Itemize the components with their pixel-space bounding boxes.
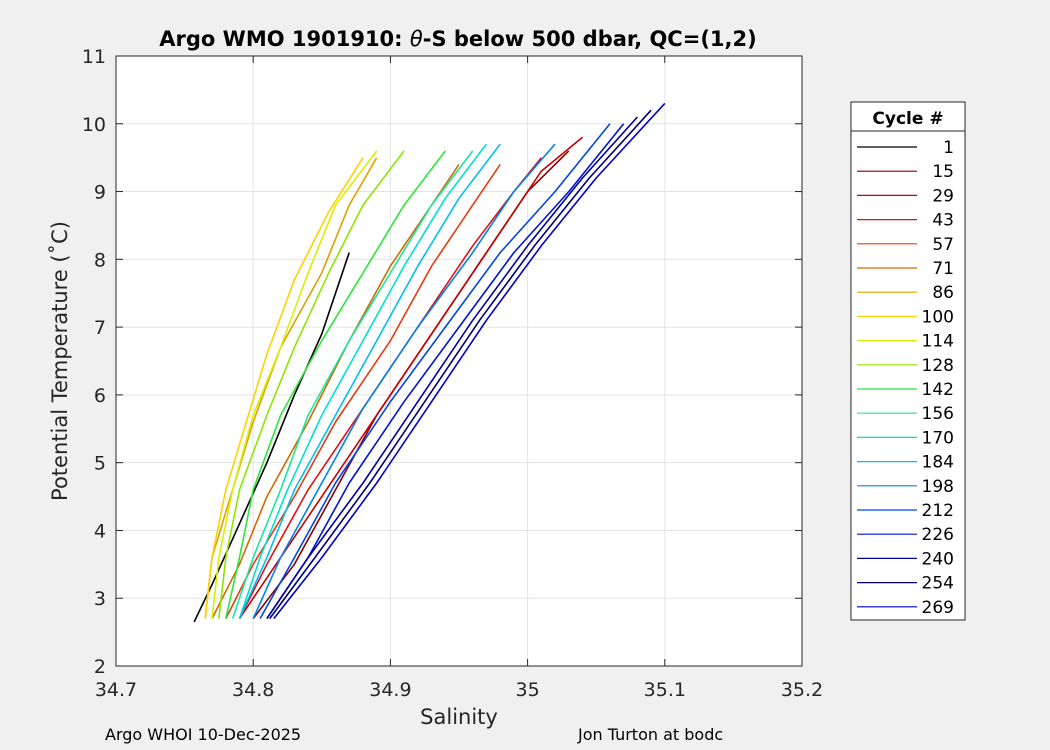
plot-frame (115, 55, 803, 667)
x-tick-label: 35.1 (644, 679, 686, 701)
y-tick-label: 8 (94, 249, 106, 271)
legend-label: 170 (922, 428, 954, 448)
y-tick-label: 11 (82, 46, 106, 68)
y-tick-label: 2 (94, 656, 106, 678)
legend-label: 86 (932, 283, 954, 303)
legend-title: Cycle # (872, 109, 943, 129)
series-line-9 (218, 150, 405, 619)
y-tick-label: 5 (94, 453, 106, 475)
y-tick-label: 6 (94, 385, 106, 407)
y-tick-label: 3 (94, 588, 106, 610)
series-line-12 (238, 143, 488, 619)
y-tick-label: 9 (94, 182, 106, 204)
legend-label: 156 (922, 404, 954, 424)
series-line-11 (231, 150, 474, 619)
legend-label: 128 (922, 356, 954, 376)
series-line-13 (238, 143, 501, 619)
legend-label: 142 (922, 380, 954, 400)
legend-label: 184 (922, 453, 954, 473)
chart-title-prefix: Argo WMO 1901910: (159, 27, 410, 51)
series-line-15 (259, 123, 611, 619)
series-line-4 (225, 163, 501, 619)
x-axis-label: Salinity (420, 705, 498, 729)
legend-label: 57 (932, 235, 954, 255)
legend-label: 269 (922, 598, 954, 618)
legend-label: 100 (922, 307, 954, 327)
y-axis-label: Potential Temperature (˚C) (48, 221, 72, 501)
legend-label: 43 (932, 211, 954, 231)
series-line-8 (211, 150, 378, 619)
x-tick-label: 34.8 (232, 679, 274, 701)
chart-title-theta: θ (410, 27, 423, 51)
footer-credit-right: Jon Turton at bodc (578, 725, 724, 744)
legend-label: 212 (922, 501, 954, 521)
series-line-19 (273, 102, 666, 620)
legend-label: 29 (932, 186, 954, 206)
series-line-2 (238, 136, 584, 620)
series-line-18 (269, 109, 652, 620)
y-tick-label: 4 (94, 520, 106, 542)
x-tick-label: 35 (516, 679, 540, 701)
chart-title: Argo WMO 1901910: θ-S below 500 dbar, QC… (159, 27, 756, 51)
x-tick-label: 34.7 (95, 679, 137, 701)
legend-label: 114 (922, 332, 954, 352)
axis-ticks: 34.7 34.8 34.9 35 35.1 35.2 2 3 4 5 6 7 8 9 10 11 (82, 46, 823, 701)
series-line-14 (252, 143, 556, 619)
series-line-16 (266, 123, 625, 620)
chart-title-suffix: -S below 500 dbar, QC=(1,2) (423, 27, 757, 51)
x-tick-label: 35.2 (781, 679, 823, 701)
series-group (193, 102, 666, 623)
legend-label: 15 (932, 162, 954, 182)
series-line-10 (225, 150, 446, 619)
legend: Cycle # 11529435771861001141281421561701… (850, 101, 966, 621)
series-line-17 (266, 116, 638, 620)
legend-label: 71 (932, 259, 954, 279)
legend-label: 254 (922, 574, 954, 594)
legend-label: 198 (922, 477, 954, 497)
series-line-6 (204, 157, 378, 619)
y-tick-label: 7 (94, 317, 106, 339)
legend-label: 1 (943, 138, 954, 158)
series-line-7 (204, 157, 364, 619)
legend-label: 226 (922, 525, 954, 545)
legend-entries: 1 15 29 43 57 71 86 100 114 128 142 156 170 184 198 212… (857, 138, 954, 618)
footer-credit-left: Argo WHOI 10-Dec-2025 (105, 725, 302, 744)
y-tick-label: 10 (82, 114, 106, 136)
legend-label: 240 (922, 549, 954, 569)
x-tick-label: 34.9 (369, 679, 411, 701)
